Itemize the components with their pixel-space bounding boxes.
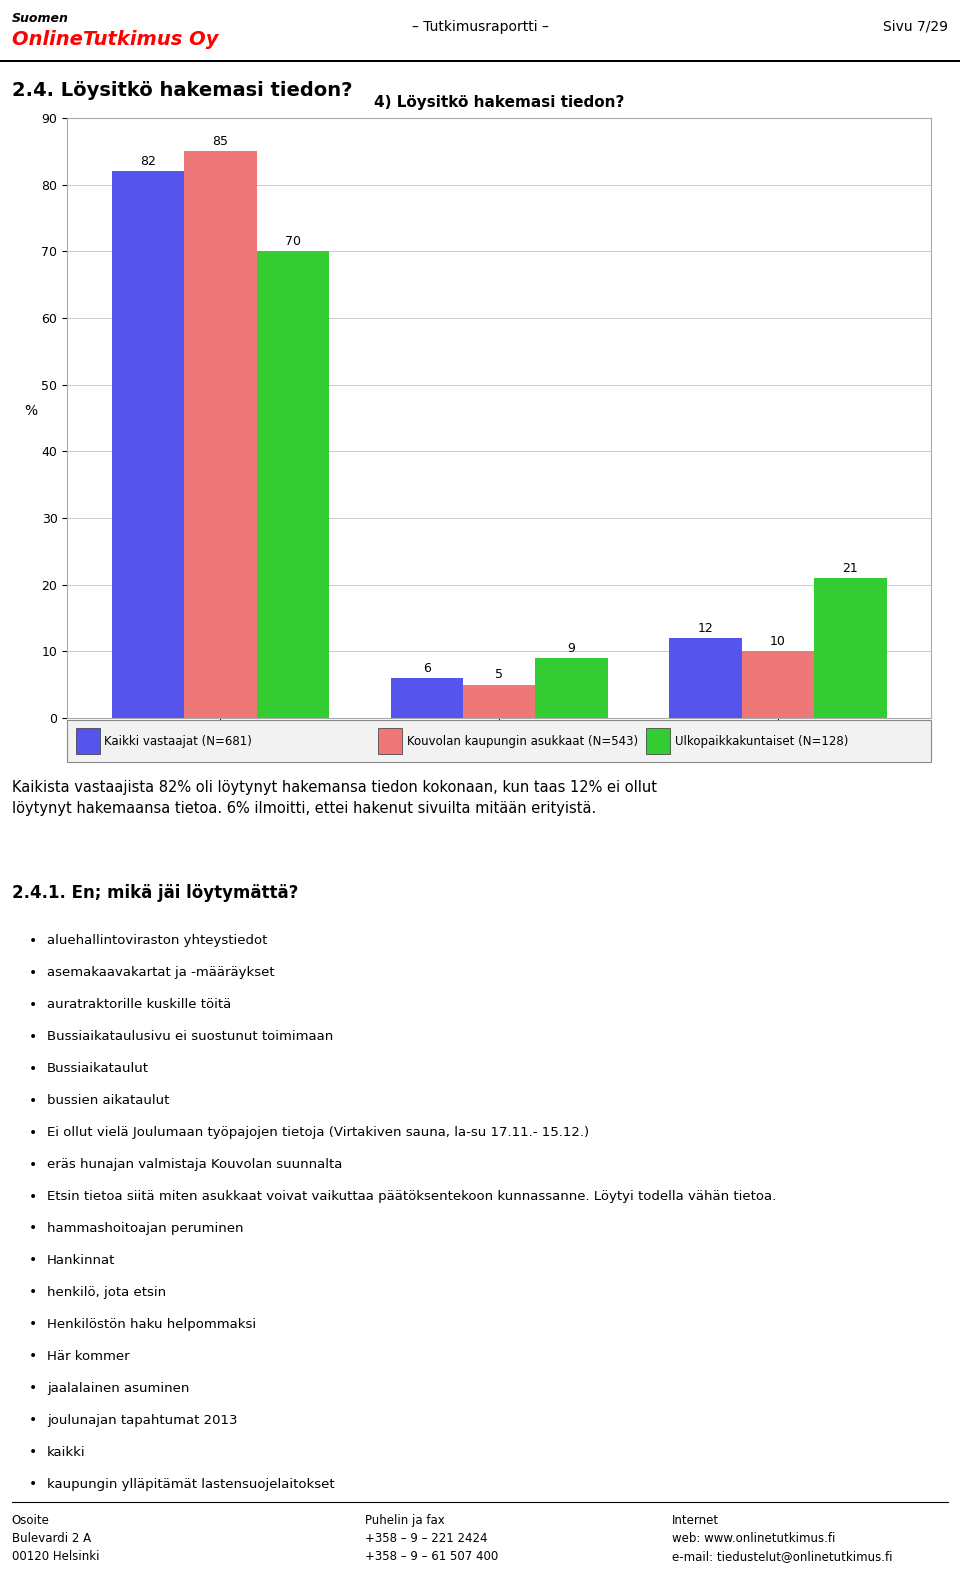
Text: •: • [29,1286,36,1299]
Text: Ei ollut vielä Joulumaan työpajojen tietoja (Virtakiven sauna, la-su 17.11.- 15.: Ei ollut vielä Joulumaan työpajojen tiet… [47,1127,589,1139]
Text: •: • [29,1158,36,1171]
Text: kaupungin ylläpitämät lastensuojelaitokset: kaupungin ylläpitämät lastensuojelaitoks… [47,1478,335,1491]
Text: 6: 6 [422,662,431,675]
Text: •: • [29,1029,36,1043]
Text: Här kommer: Här kommer [47,1349,130,1363]
Text: joulunajan tapahtumat 2013: joulunajan tapahtumat 2013 [47,1414,238,1426]
FancyBboxPatch shape [67,720,931,763]
Bar [111,172,184,719]
Text: 2.4.1. En; mikä jäi löytymättä?: 2.4.1. En; mikä jäi löytymättä? [12,884,298,901]
Text: Bussiaikataulut: Bussiaikataulut [47,1062,149,1075]
Text: 2.4. Löysitkö hakemasi tiedon?: 2.4. Löysitkö hakemasi tiedon? [12,80,352,99]
Text: •: • [29,1477,36,1491]
Text: Sivu 7/29: Sivu 7/29 [883,20,948,35]
Text: Kaikista vastaajista 82% oli löytynyt hakemansa tiedon kokonaan, kun taas 12% ei: Kaikista vastaajista 82% oli löytynyt ha… [12,780,657,816]
Text: aluehallintoviraston yhteystiedot: aluehallintoviraston yhteystiedot [47,935,268,947]
Bar [536,659,608,719]
Text: OnlineTutkimus Oy: OnlineTutkimus Oy [12,30,218,49]
Y-axis label: %: % [24,403,36,418]
Text: asemakaavakartat ja -määräykset: asemakaavakartat ja -määräykset [47,966,275,979]
Text: Kouvolan kaupungin asukkaat (N=543): Kouvolan kaupungin asukkaat (N=543) [407,734,637,747]
Text: Osoite
Bulevardi 2 A
00120 Helsinki: Osoite Bulevardi 2 A 00120 Helsinki [12,1513,99,1563]
Bar [378,728,402,755]
Text: •: • [29,1062,36,1076]
Text: Etsin tietoa siitä miten asukkaat voivat vaikuttaa päätöksentekoon kunnassanne. : Etsin tietoa siitä miten asukkaat voivat… [47,1190,777,1202]
Text: •: • [29,1414,36,1428]
Text: •: • [29,998,36,1012]
Text: Ulkopaikkakuntaiset (N=128): Ulkopaikkakuntaiset (N=128) [675,734,848,747]
Text: 10: 10 [770,635,786,648]
Text: Henkilöstön haku helpommaksi: Henkilöstön haku helpommaksi [47,1318,256,1330]
Text: eräs hunajan valmistaja Kouvolan suunnalta: eräs hunajan valmistaja Kouvolan suunnal… [47,1158,343,1171]
Bar [184,151,256,719]
Text: bussien aikataulut: bussien aikataulut [47,1094,170,1108]
Text: Internet
web: www.onlinetutkimus.fi
e-mail: tiedustelut@onlinetutkimus.fi: Internet web: www.onlinetutkimus.fi e-ma… [672,1513,893,1563]
Text: •: • [29,1318,36,1332]
Text: auratraktorille kuskille töitä: auratraktorille kuskille töitä [47,998,231,1012]
Text: Bussiaikataulusivu ei suostunut toimimaan: Bussiaikataulusivu ei suostunut toimimaa… [47,1031,333,1043]
Text: •: • [29,966,36,980]
Text: •: • [29,935,36,949]
Text: •: • [29,1125,36,1139]
Title: 4) Löysitkö hakemasi tiedon?: 4) Löysitkö hakemasi tiedon? [374,95,624,110]
Text: 82: 82 [140,154,156,169]
Text: – Tutkimusraportti –: – Tutkimusraportti – [412,20,548,35]
Text: jaalalainen asuminen: jaalalainen asuminen [47,1382,189,1395]
Text: •: • [29,1221,36,1236]
Text: 12: 12 [698,621,713,635]
Bar [463,684,536,719]
Text: •: • [29,1381,36,1395]
Text: 70: 70 [285,235,300,247]
Bar [814,578,887,719]
Text: kaikki: kaikki [47,1445,85,1458]
Bar [391,678,463,719]
Bar [76,728,100,755]
Text: Puhelin ja fax
+358 – 9 – 221 2424
+358 – 9 – 61 507 400: Puhelin ja fax +358 – 9 – 221 2424 +358 … [365,1513,498,1563]
Text: henkilö, jota etsin: henkilö, jota etsin [47,1286,166,1299]
Text: 5: 5 [495,668,503,681]
Text: Suomen: Suomen [12,13,68,25]
Text: Kaikki vastaajat (N=681): Kaikki vastaajat (N=681) [105,734,252,747]
Text: •: • [29,1445,36,1459]
Bar [256,251,329,719]
Text: 85: 85 [212,136,228,148]
Text: •: • [29,1190,36,1204]
Text: Hankinnat: Hankinnat [47,1254,115,1267]
Bar [742,651,814,719]
Text: •: • [29,1094,36,1108]
Text: hammashoitoajan peruminen: hammashoitoajan peruminen [47,1221,244,1236]
Text: •: • [29,1253,36,1267]
Bar [669,638,742,719]
Text: •: • [29,1349,36,1363]
Bar [646,728,670,755]
Text: 9: 9 [567,641,576,654]
Text: 21: 21 [843,561,858,575]
